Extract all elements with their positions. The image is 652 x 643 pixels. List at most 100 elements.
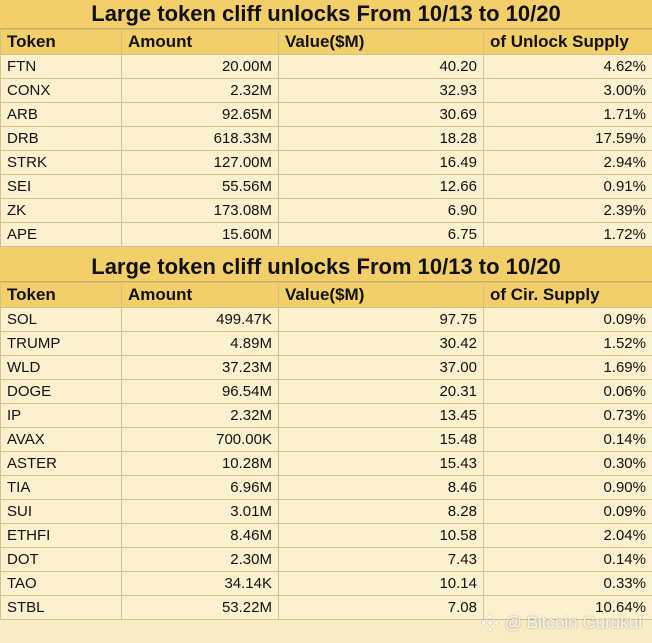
token-cell: ZK [0, 198, 122, 223]
token-cell: TAO [0, 571, 122, 596]
value-cell: 30.69 [278, 102, 484, 127]
value-cell: 15.43 [278, 451, 484, 476]
value-cell: 20.31 [278, 379, 484, 404]
value-cell: 7.43 [278, 547, 484, 572]
table-row: FTN 20.00M 40.20 4.62% [0, 54, 652, 79]
value-cell: 10.58 [278, 523, 484, 548]
amount-cell: 92.65M [121, 102, 279, 127]
amount-cell: 20.00M [121, 54, 279, 79]
token-cell: DOGE [0, 379, 122, 404]
amount-cell: 173.08M [121, 198, 279, 223]
amount-cell: 37.23M [121, 355, 279, 380]
table2-title: Large token cliff unlocks From 10/13 to … [0, 253, 652, 282]
amount-cell: 700.00K [121, 427, 279, 452]
token-cell: TRUMP [0, 331, 122, 356]
table-row: TAO 34.14K 10.14 0.33% [0, 571, 652, 596]
supply-cell: 0.33% [483, 571, 652, 596]
table-row: ARB 92.65M 30.69 1.71% [0, 102, 652, 127]
table-row: STBL 53.22M 7.08 10.64% [0, 595, 652, 620]
table2-body: SOL 499.47K 97.75 0.09% TRUMP 4.89M 30.42 1.52%… [0, 307, 652, 620]
token-cell: APE [0, 222, 122, 247]
table1-header-row: Token Amount Value($M) of Unlock Supply [0, 29, 652, 55]
header-amount: Amount [121, 29, 279, 55]
value-cell: 12.66 [278, 174, 484, 199]
table-row: ASTER 10.28M 15.43 0.30% [0, 451, 652, 476]
supply-cell: 1.72% [483, 222, 652, 247]
table-row: ZK 173.08M 6.90 2.39% [0, 198, 652, 223]
token-cell: TIA [0, 475, 122, 500]
table-row: SUI 3.01M 8.28 0.09% [0, 499, 652, 524]
supply-cell: 10.64% [483, 595, 652, 620]
amount-cell: 15.60M [121, 222, 279, 247]
value-cell: 7.08 [278, 595, 484, 620]
token-cell: ASTER [0, 451, 122, 476]
token-cell: STRK [0, 150, 122, 175]
amount-cell: 4.89M [121, 331, 279, 356]
supply-cell: 4.62% [483, 54, 652, 79]
header-unlock-supply: of Unlock Supply [483, 29, 652, 55]
value-cell: 97.75 [278, 307, 484, 332]
token-cell: IP [0, 403, 122, 428]
supply-cell: 2.04% [483, 523, 652, 548]
amount-cell: 2.32M [121, 78, 279, 103]
amount-cell: 618.33M [121, 126, 279, 151]
token-cell: CONX [0, 78, 122, 103]
binance-square-icon [480, 614, 499, 632]
token-cell: FTN [0, 54, 122, 79]
table-row: ETHFI 8.46M 10.58 2.04% [0, 523, 652, 548]
table-row: DRB 618.33M 18.28 17.59% [0, 126, 652, 151]
token-cell: SUI [0, 499, 122, 524]
value-cell: 8.28 [278, 499, 484, 524]
supply-cell: 0.91% [483, 174, 652, 199]
token-cell: DOT [0, 547, 122, 572]
value-cell: 6.75 [278, 222, 484, 247]
supply-cell: 1.69% [483, 355, 652, 380]
table1-body: FTN 20.00M 40.20 4.62% CONX 2.32M 32.93 3.00% AR… [0, 54, 652, 247]
supply-cell: 0.06% [483, 379, 652, 404]
token-cell: AVAX [0, 427, 122, 452]
supply-cell: 17.59% [483, 126, 652, 151]
supply-cell: 2.39% [483, 198, 652, 223]
amount-cell: 96.54M [121, 379, 279, 404]
amount-cell: 499.47K [121, 307, 279, 332]
supply-cell: 3.00% [483, 78, 652, 103]
token-cell: ETHFI [0, 523, 122, 548]
value-cell: 37.00 [278, 355, 484, 380]
amount-cell: 8.46M [121, 523, 279, 548]
amount-cell: 127.00M [121, 150, 279, 175]
value-cell: 18.28 [278, 126, 484, 151]
table-row: TRUMP 4.89M 30.42 1.52% [0, 331, 652, 356]
header-amount: Amount [121, 282, 279, 308]
table-row: STRK 127.00M 16.49 2.94% [0, 150, 652, 175]
amount-cell: 3.01M [121, 499, 279, 524]
header-token: Token [0, 282, 122, 308]
unlock-table-1: Token Amount Value($M) of Unlock Supply … [0, 29, 652, 247]
supply-cell: 0.90% [483, 475, 652, 500]
token-cell: ARB [0, 102, 122, 127]
table-row: TIA 6.96M 8.46 0.90% [0, 475, 652, 500]
table-row: AVAX 700.00K 15.48 0.14% [0, 427, 652, 452]
table-row: APE 15.60M 6.75 1.72% [0, 222, 652, 247]
supply-cell: 0.14% [483, 427, 652, 452]
token-cell: STBL [0, 595, 122, 620]
table-row: CONX 2.32M 32.93 3.00% [0, 78, 652, 103]
value-cell: 8.46 [278, 475, 484, 500]
table-row: DOGE 96.54M 20.31 0.06% [0, 379, 652, 404]
table-row: IP 2.32M 13.45 0.73% [0, 403, 652, 428]
table-row: DOT 2.30M 7.43 0.14% [0, 547, 652, 572]
supply-cell: 2.94% [483, 150, 652, 175]
value-cell: 16.49 [278, 150, 484, 175]
watermark: @ Bitcoin Gurukul [480, 613, 642, 633]
amount-cell: 53.22M [121, 595, 279, 620]
supply-cell: 0.73% [483, 403, 652, 428]
value-cell: 13.45 [278, 403, 484, 428]
value-cell: 15.48 [278, 427, 484, 452]
supply-cell: 0.09% [483, 499, 652, 524]
amount-cell: 10.28M [121, 451, 279, 476]
supply-cell: 0.30% [483, 451, 652, 476]
amount-cell: 2.30M [121, 547, 279, 572]
token-cell: SOL [0, 307, 122, 332]
supply-cell: 0.14% [483, 547, 652, 572]
amount-cell: 2.32M [121, 403, 279, 428]
value-cell: 40.20 [278, 54, 484, 79]
